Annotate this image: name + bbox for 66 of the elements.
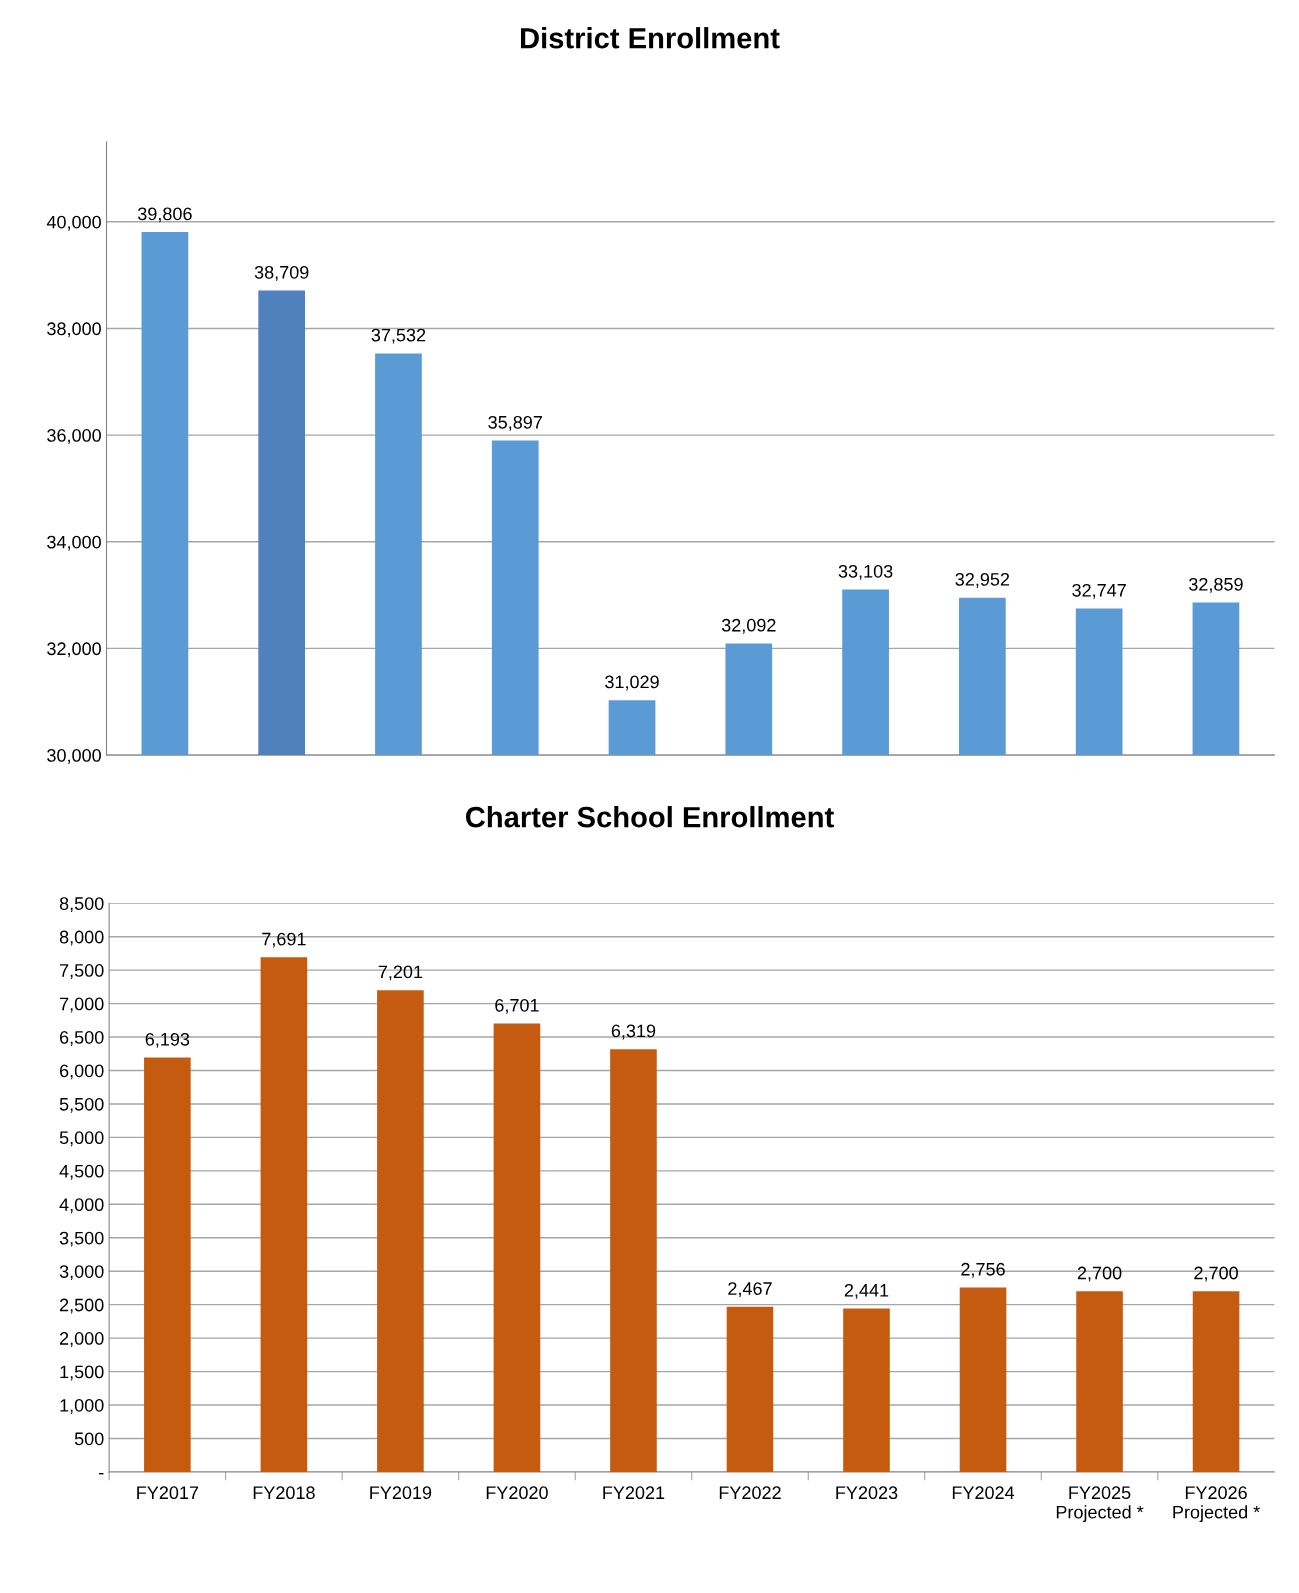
data-label: 32,952: [955, 572, 1010, 588]
data-label: 7,201: [378, 965, 423, 981]
x-tick-label: FY2023: [836, 1486, 898, 1500]
y-tick-label: 38,000: [47, 322, 101, 338]
y-tick-label: 5,000: [59, 1131, 104, 1147]
bar: [377, 990, 424, 1472]
data-label: 38,709: [254, 265, 309, 281]
y-tick-label: 36,000: [47, 429, 101, 444]
data-label: 7,691: [262, 932, 306, 948]
bar: [144, 1057, 191, 1472]
x-tick-label: FY2020: [486, 1486, 548, 1500]
x-tick-label: FY2022: [719, 1486, 781, 1500]
x-tick-label: FY2017: [137, 1486, 199, 1500]
y-tick-label: 40,000: [46, 215, 101, 231]
data-label: 32,092: [721, 618, 776, 634]
y-tick-label: 1,000: [60, 1398, 104, 1414]
data-label: 2,700: [1077, 1266, 1122, 1282]
y-tick-label: 7,500: [60, 964, 104, 979]
data-label: 2,467: [728, 1282, 772, 1298]
bar: [726, 1306, 774, 1472]
y-tick-label: 6,500: [59, 1030, 104, 1046]
data-label: 2,756: [961, 1262, 1005, 1278]
y-tick-label: 3,500: [59, 1231, 104, 1247]
x-tick-label: FY2026 Projected *: [1173, 1486, 1260, 1523]
bar: [260, 957, 308, 1472]
y-tick-label: 5,500: [59, 1097, 104, 1113]
data-label: 6,701: [495, 998, 539, 1014]
y-tick-label: 34,000: [47, 535, 101, 551]
y-tick-label: 4,500: [59, 1164, 104, 1180]
data-label: 39,806: [137, 207, 192, 223]
bar: [610, 1049, 657, 1472]
data-label: 33,103: [838, 564, 893, 580]
y-tick-label: 2,000: [59, 1332, 104, 1347]
y-tick-label: 8,500: [59, 897, 104, 913]
y-tick-label: 6,000: [59, 1064, 104, 1080]
x-tick-label: FY2018: [253, 1486, 315, 1500]
data-label: 6,193: [145, 1032, 190, 1048]
data-label: 32,747: [1072, 583, 1126, 599]
bar: [959, 1287, 1007, 1472]
data-label: 6,319: [611, 1024, 656, 1040]
x-tick-label: FY2025 Projected *: [1056, 1486, 1144, 1523]
y-tick-label: 32,000: [47, 642, 101, 658]
y-tick-label: -: [99, 1472, 104, 1475]
y-tick-label: 30,000: [47, 749, 101, 764]
x-tick-label: FY2021: [603, 1486, 665, 1500]
data-label: 35,897: [488, 415, 542, 431]
y-tick-label: 1,500: [60, 1365, 104, 1381]
y-tick-label: 500: [74, 1432, 104, 1446]
chart-title: Charter School Enrollment: [465, 806, 834, 828]
data-label: 32,859: [1189, 577, 1243, 593]
y-tick-label: 7,000: [60, 997, 104, 1013]
data-label: 37,532: [371, 328, 426, 344]
y-tick-label: 8,000: [59, 930, 104, 946]
bar: [1076, 1291, 1123, 1472]
bar: [1192, 1291, 1240, 1472]
x-tick-label: FY2024: [952, 1486, 1015, 1500]
y-tick-label: 4,000: [59, 1198, 104, 1214]
y-tick-label: 3,000: [59, 1265, 104, 1281]
data-label: 2,700: [1194, 1266, 1238, 1282]
x-tick-label: FY2019: [370, 1486, 432, 1500]
data-label: 2,441: [844, 1283, 889, 1299]
bar: [493, 1023, 541, 1472]
bar: [843, 1308, 890, 1472]
y-tick-label: 2,500: [59, 1298, 104, 1314]
chart-title: District Enrollment: [521, 27, 780, 49]
data-label: 31,029: [605, 675, 659, 691]
